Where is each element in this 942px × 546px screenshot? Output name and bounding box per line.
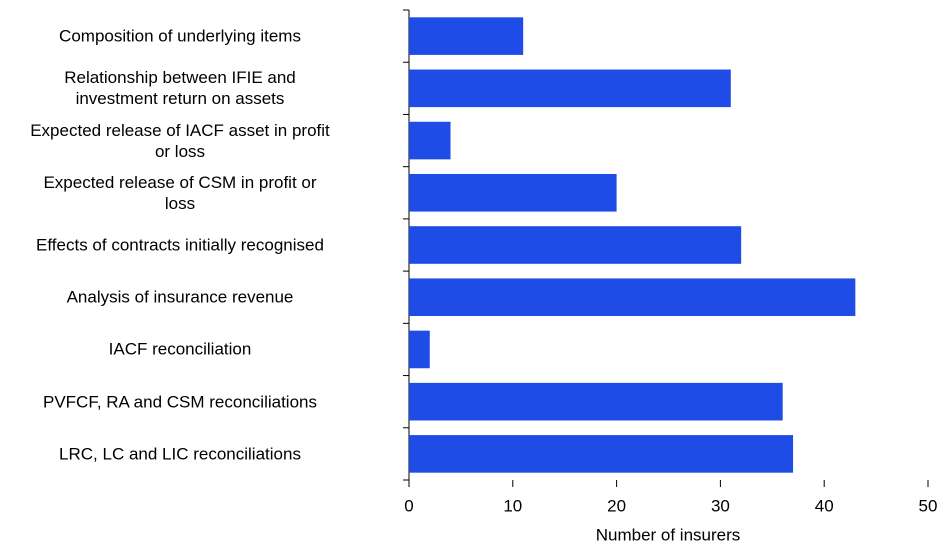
y-tick-label: LRC, LC and LIC reconciliations: [59, 444, 301, 464]
bar: [409, 69, 731, 108]
y-tick-label: Relationship between IFIE and investment…: [64, 68, 296, 109]
x-tick-label: 50: [919, 496, 938, 515]
bar: [409, 435, 794, 473]
x-tick-label: 30: [711, 496, 730, 515]
x-tick-label: 10: [503, 496, 522, 515]
bar: [409, 17, 524, 55]
x-axis-label: Number of insurers: [596, 525, 741, 544]
bar: [409, 226, 742, 264]
y-tick-label: Expected release of CSM in profit or los…: [43, 172, 317, 213]
bar: [409, 382, 783, 421]
bar: [409, 121, 451, 160]
x-tick-label: 0: [404, 496, 413, 515]
y-tick-label: PVFCF, RA and CSM reconciliations: [43, 392, 317, 412]
y-tick-label: IACF reconciliation: [108, 339, 252, 359]
x-tick-label: 40: [815, 496, 834, 515]
bar: [409, 330, 430, 369]
x-tick-label: 20: [607, 496, 626, 515]
bar: [409, 278, 856, 317]
y-tick-label: Effects of contracts initially recognise…: [36, 235, 324, 255]
y-tick-label: Analysis of insurance revenue: [66, 287, 294, 307]
y-tick-label: Composition of underlying items: [59, 26, 301, 46]
bar: [409, 173, 617, 212]
y-tick-label: Expected release of IACF asset in profit…: [30, 120, 330, 161]
